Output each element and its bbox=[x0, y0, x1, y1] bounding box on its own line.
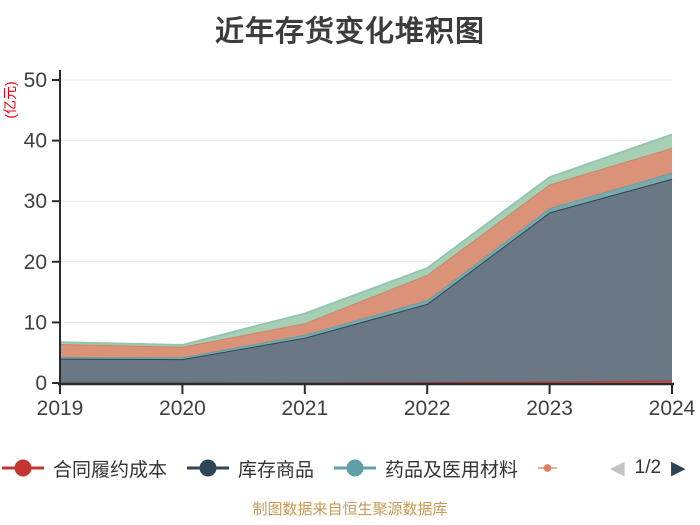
legend-item-label: 药品及医用材料 bbox=[385, 459, 519, 481]
legend-page-indicator: 1/2 bbox=[634, 457, 662, 478]
x-tick-label: 2022 bbox=[404, 397, 451, 420]
y-tick-label: 40 bbox=[24, 130, 47, 153]
legend-item-3[interactable] bbox=[538, 459, 566, 477]
legend-marker-icon bbox=[2, 459, 44, 477]
y-tick-label: 20 bbox=[24, 251, 47, 274]
legend-marker-icon bbox=[187, 459, 230, 477]
area-series-3 bbox=[60, 147, 672, 358]
x-tick-label: 2019 bbox=[37, 397, 84, 420]
legend-marker-icon bbox=[538, 464, 558, 472]
y-tick-label: 0 bbox=[35, 372, 47, 395]
legend-item-0[interactable]: 合同履约成本 bbox=[2, 455, 167, 482]
x-tick-label: 2020 bbox=[159, 397, 206, 420]
line-series-4 bbox=[59, 133, 673, 346]
legend-viewport: 合同履约成本 库存商品 药品及医用材料 bbox=[2, 452, 598, 484]
legend-item-2[interactable]: 药品及医用材料 bbox=[334, 455, 518, 482]
x-tick-label: 2024 bbox=[649, 397, 696, 420]
x-tick-label: 2021 bbox=[281, 397, 328, 420]
y-tick-label: 30 bbox=[24, 190, 47, 213]
data-source-note: 制图数据来自恒生聚源数据库 bbox=[252, 501, 448, 518]
legend-marker-icon bbox=[334, 459, 377, 477]
y-tick-label: 50 bbox=[24, 69, 47, 92]
legend-item-1[interactable]: 库存商品 bbox=[187, 455, 314, 482]
chart-title: 近年存货变化堆积图 bbox=[214, 16, 485, 48]
legend: 合同履约成本 库存商品 药品及医用材料 ◀ 1/2 ▶ bbox=[2, 452, 700, 484]
stacked-area-plot: 0 10 20 30 40 50 2019 2020 2021 2022 2023 2024 bbox=[24, 69, 696, 420]
area-series-1 bbox=[60, 178, 672, 383]
legend-next-arrow[interactable]: ▶ bbox=[671, 457, 686, 479]
y-tick-label: 10 bbox=[24, 311, 47, 334]
legend-item-label: 库存商品 bbox=[238, 459, 315, 481]
legend-prev-arrow[interactable]: ◀ bbox=[610, 457, 625, 479]
x-tick-label: 2023 bbox=[526, 397, 573, 420]
legend-pager: ◀ 1/2 ▶ bbox=[610, 457, 686, 479]
legend-item-label: 合同履约成本 bbox=[53, 459, 168, 481]
